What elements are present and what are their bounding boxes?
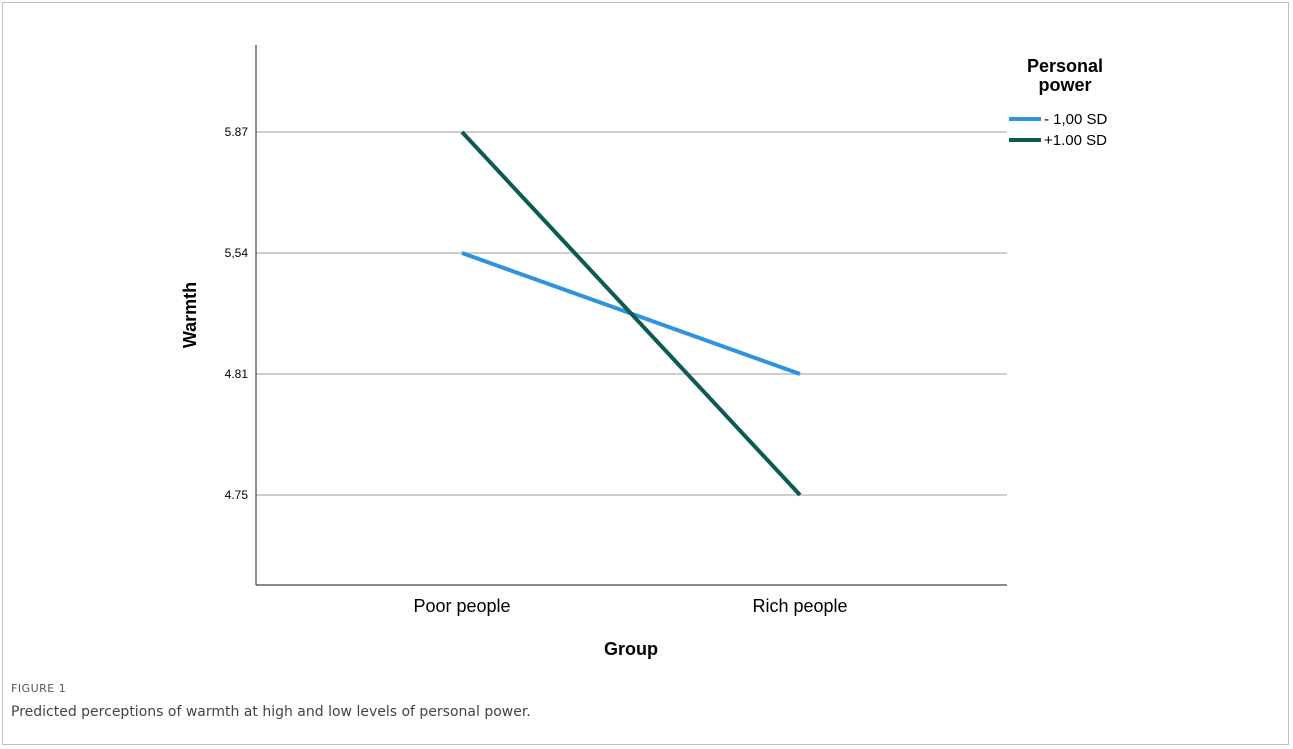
x-axis-label: Group: [604, 639, 658, 659]
legend-items: - 1,00 SD +1.00 SD: [1009, 111, 1108, 149]
legend-label: - 1,00 SD: [1044, 111, 1108, 128]
y-tick-labels: 5.87 5,54 4.81 4.75: [225, 125, 249, 502]
line-chart: 5.875,544.814.75 Poor people Rich people …: [180, 45, 1108, 659]
legend-title-line: power: [1038, 75, 1091, 95]
series-lines: [460, 130, 802, 497]
y-tick-label: 5.87: [225, 125, 249, 139]
y-tick-label: 4.75: [225, 488, 249, 502]
legend-title-line: Personal: [1027, 56, 1103, 76]
x-tick-label: Rich people: [752, 596, 847, 616]
y-tick-label: 4.81: [225, 367, 249, 381]
legend: Personal power - 1,00 SD +1.00 SD: [1009, 56, 1108, 149]
x-tick-labels: Poor people Rich people: [413, 596, 847, 616]
grid-lines: [256, 131, 1007, 496]
legend-title: Personal power: [1027, 56, 1103, 95]
series-line: [460, 130, 802, 497]
y-tick-label: 5,54: [225, 246, 249, 260]
figure-caption: Predicted perceptions of warmth at high …: [11, 704, 531, 720]
figure-label: FIGURE 1: [11, 682, 67, 695]
legend-label: +1.00 SD: [1044, 132, 1107, 149]
y-axis-label: Warmth: [180, 282, 200, 348]
x-tick-label: Poor people: [413, 596, 510, 616]
